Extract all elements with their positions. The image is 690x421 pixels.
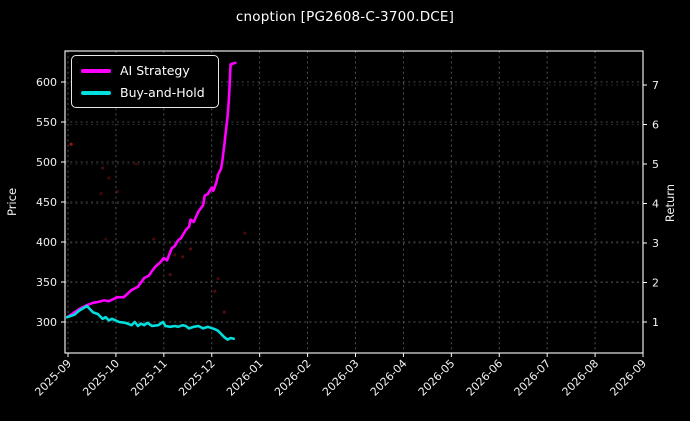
trade-return-dot — [69, 142, 73, 146]
right-axis-label: Return — [663, 184, 677, 222]
trade-return-dot — [107, 176, 111, 180]
buy-and-hold-legend-label: Buy-and-Hold — [120, 85, 205, 100]
chart-title: cnoption [PG2608-C-3700.DCE] — [235, 9, 455, 25]
return-tick-label: 6 — [652, 119, 659, 132]
return-tick-label: 5 — [652, 158, 659, 171]
legend-item-buy-and-hold: Buy-and-Hold — [81, 85, 205, 100]
date-tick-label: 2026-03 — [320, 357, 362, 399]
trade-return-dot — [104, 237, 108, 241]
price-tick-label: 350 — [36, 276, 57, 289]
date-tick-label: 2025-12 — [176, 357, 218, 399]
return-tick-label: 7 — [652, 79, 659, 92]
trade-return-dot — [173, 253, 177, 257]
price-tick-label: 500 — [36, 156, 57, 169]
trade-return-dot — [100, 166, 105, 170]
legend-item-ai-strategy: AI Strategy — [81, 63, 205, 78]
date-tick-label: 2025-11 — [128, 357, 170, 399]
price-tick-label: 600 — [36, 76, 57, 89]
return-tick-label: 2 — [652, 277, 659, 290]
buy-and-hold-line-swatch — [81, 90, 111, 95]
date-tick-label: 2026-01 — [224, 357, 266, 399]
legend: AI Strategy Buy-and-Hold — [71, 55, 219, 108]
trade-return-dot — [181, 255, 185, 259]
return-tick-label: 3 — [652, 237, 659, 250]
date-tick-label: 2026-08 — [560, 357, 602, 399]
trade-return-dot — [188, 247, 193, 251]
date-tick-label: 2026-05 — [416, 357, 458, 399]
date-tick-label: 2025-09 — [32, 357, 74, 399]
date-tick-label: 2026-06 — [464, 357, 506, 399]
date-tick-label: 2026-09 — [607, 357, 649, 399]
date-tick-label: 2026-07 — [512, 357, 554, 399]
left-axis-label: Price — [5, 188, 19, 216]
trade-return-dot — [115, 190, 120, 194]
trade-return-dot — [213, 289, 217, 293]
date-tick-label: 2026-04 — [368, 357, 410, 399]
trade-return-dot — [216, 276, 220, 281]
buy-and-hold-line — [65, 304, 235, 341]
date-tick-label: 2026-02 — [272, 357, 314, 399]
trade-return-dot — [99, 192, 103, 196]
date-tick-label: 2025-10 — [80, 357, 122, 399]
return-tick-label: 4 — [652, 198, 659, 211]
price-tick-label: 550 — [36, 116, 57, 129]
plot-border — [64, 50, 644, 354]
return-tick-label: 1 — [652, 316, 659, 329]
price-tick-label: 450 — [36, 196, 57, 209]
trade-return-dot — [134, 162, 138, 166]
price-tick-label: 300 — [36, 316, 57, 329]
trade-return-dot — [168, 273, 172, 277]
ai-strategy-line-swatch — [81, 68, 111, 73]
trade-return-dot — [222, 310, 226, 314]
trade-return-dot — [152, 237, 156, 241]
trade-return-dot — [243, 231, 247, 235]
price-tick-label: 400 — [36, 236, 57, 249]
ai-strategy-line — [65, 61, 237, 319]
ai-strategy-legend-label: AI Strategy — [120, 63, 190, 78]
